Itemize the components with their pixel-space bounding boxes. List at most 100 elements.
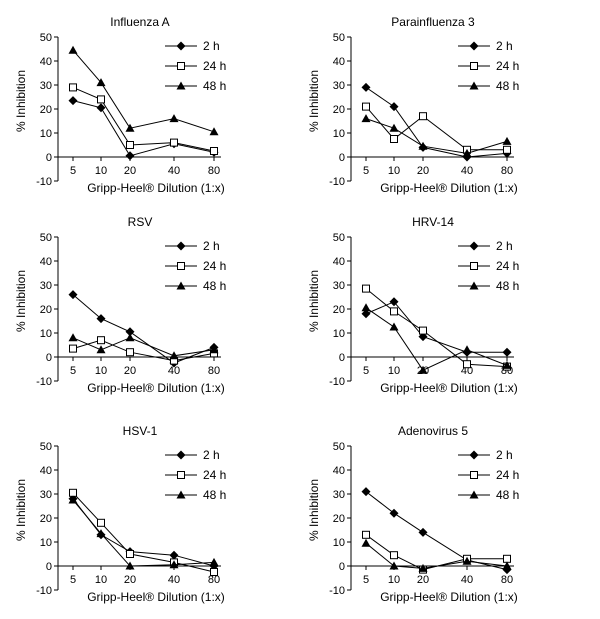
- legend-marker: [177, 62, 185, 70]
- x-tick-label: 80: [208, 574, 220, 586]
- y-tick-label: 40: [333, 256, 345, 268]
- data-point: [419, 112, 427, 121]
- series-line: [72, 498, 215, 567]
- x-tick-label: 20: [417, 165, 429, 177]
- x-axis-label: Gripp-Heel® Dilution (1:x): [380, 181, 518, 195]
- y-tick-label: 30: [333, 489, 345, 501]
- data-point: [390, 551, 398, 560]
- data-point: [389, 102, 399, 112]
- data-point: [209, 345, 219, 354]
- data-point: [418, 141, 428, 150]
- chart-panel: HSV-1 -10 0 10 20 30 40 50 % Inhibition 5 10 20 40 80…: [14, 424, 226, 604]
- y-tick-label: 30: [333, 80, 345, 92]
- x-tick-label: 40: [461, 165, 473, 177]
- data-point: [210, 568, 218, 576]
- data-point: [125, 333, 135, 342]
- y-tick-label: 0: [46, 352, 52, 364]
- y-axis-label: % Inhibition: [307, 270, 321, 332]
- y-tick-label: -10: [329, 585, 345, 597]
- y-tick-label: 30: [40, 80, 52, 92]
- y-tick-label: 0: [46, 152, 52, 164]
- data-point: [169, 114, 179, 123]
- legend-label: 2 h: [496, 448, 513, 462]
- data-point: [126, 550, 134, 558]
- data-point: [68, 45, 78, 54]
- y-tick-label: 20: [333, 513, 345, 525]
- data-point: [389, 297, 399, 307]
- chart-panel: RSV -10 0 10 20 30 40 50 % Inhibition 5 10 20 40 80 Gr…: [14, 215, 226, 395]
- y-tick-label: 50: [333, 441, 345, 453]
- x-axis-label: Gripp-Heel® Dilution (1:x): [380, 381, 518, 395]
- data-point: [463, 360, 471, 369]
- data-point: [418, 527, 428, 537]
- legend-label: 48 h: [496, 79, 519, 93]
- y-tick-label: 40: [40, 56, 52, 68]
- data-point: [126, 348, 134, 357]
- legend-marker: [469, 281, 479, 290]
- data-point: [389, 561, 399, 570]
- chart-title: Adenovirus 5: [398, 424, 468, 438]
- chart-panel: Parainfluenza 3 -10 0 10 20 30 40 50 % Inhibitio…: [307, 15, 519, 195]
- x-tick-label: 40: [461, 574, 473, 586]
- y-tick-label: 10: [333, 328, 345, 340]
- legend-marker: [177, 471, 185, 479]
- data-point: [69, 344, 77, 353]
- series-line: [365, 106, 507, 151]
- x-tick-label: 20: [124, 165, 136, 177]
- data-point: [462, 345, 472, 354]
- x-tick-label: 5: [363, 365, 369, 377]
- y-tick-label: -10: [329, 376, 345, 388]
- x-tick-label: 5: [363, 165, 369, 177]
- data-point: [97, 95, 105, 104]
- data-point: [502, 136, 512, 145]
- x-tick-label: 40: [168, 365, 180, 377]
- y-tick-label: 10: [40, 128, 52, 140]
- data-point: [362, 102, 370, 111]
- y-tick-label: 20: [333, 304, 345, 316]
- x-tick-label: 10: [95, 365, 107, 377]
- chart-title: HRV-14: [412, 215, 454, 229]
- legend-label: 24 h: [496, 259, 519, 273]
- legend-label: 48 h: [203, 279, 226, 293]
- y-tick-label: 20: [40, 104, 52, 116]
- y-tick-label: 50: [40, 32, 52, 44]
- data-point: [69, 83, 77, 92]
- data-point: [361, 538, 371, 547]
- data-point: [418, 365, 428, 374]
- y-tick-label: -10: [329, 176, 345, 188]
- x-tick-label: 10: [388, 365, 400, 377]
- series-line: [72, 100, 215, 157]
- data-point: [69, 488, 77, 497]
- legend-marker: [470, 62, 478, 70]
- y-tick-label: 0: [339, 152, 345, 164]
- y-tick-label: 30: [40, 280, 52, 292]
- legend-label: 24 h: [496, 468, 519, 482]
- y-axis-label: % Inhibition: [14, 70, 28, 132]
- data-point: [502, 561, 512, 570]
- data-point: [96, 529, 106, 538]
- x-axis-label: Gripp-Heel® Dilution (1:x): [87, 381, 225, 395]
- data-point: [361, 82, 371, 92]
- y-tick-label: 40: [40, 465, 52, 477]
- data-point: [389, 322, 399, 331]
- series-line: [365, 288, 508, 368]
- y-tick-label: 20: [40, 513, 52, 525]
- data-point: [361, 114, 371, 123]
- legend-marker: [469, 241, 479, 251]
- x-tick-label: 40: [168, 165, 180, 177]
- legend-marker: [469, 450, 479, 460]
- x-tick-label: 20: [124, 365, 136, 377]
- y-tick-label: 20: [40, 304, 52, 316]
- data-point: [389, 123, 399, 132]
- x-tick-label: 5: [70, 165, 76, 177]
- x-tick-label: 5: [70, 574, 76, 586]
- legend-label: 48 h: [496, 488, 519, 502]
- y-tick-label: 50: [40, 232, 52, 244]
- x-tick-label: 20: [124, 574, 136, 586]
- series-line: [72, 337, 215, 357]
- x-axis-label: Gripp-Heel® Dilution (1:x): [87, 590, 225, 604]
- data-point: [68, 333, 78, 342]
- x-tick-label: 80: [501, 165, 513, 177]
- chart-title: Influenza A: [110, 15, 169, 29]
